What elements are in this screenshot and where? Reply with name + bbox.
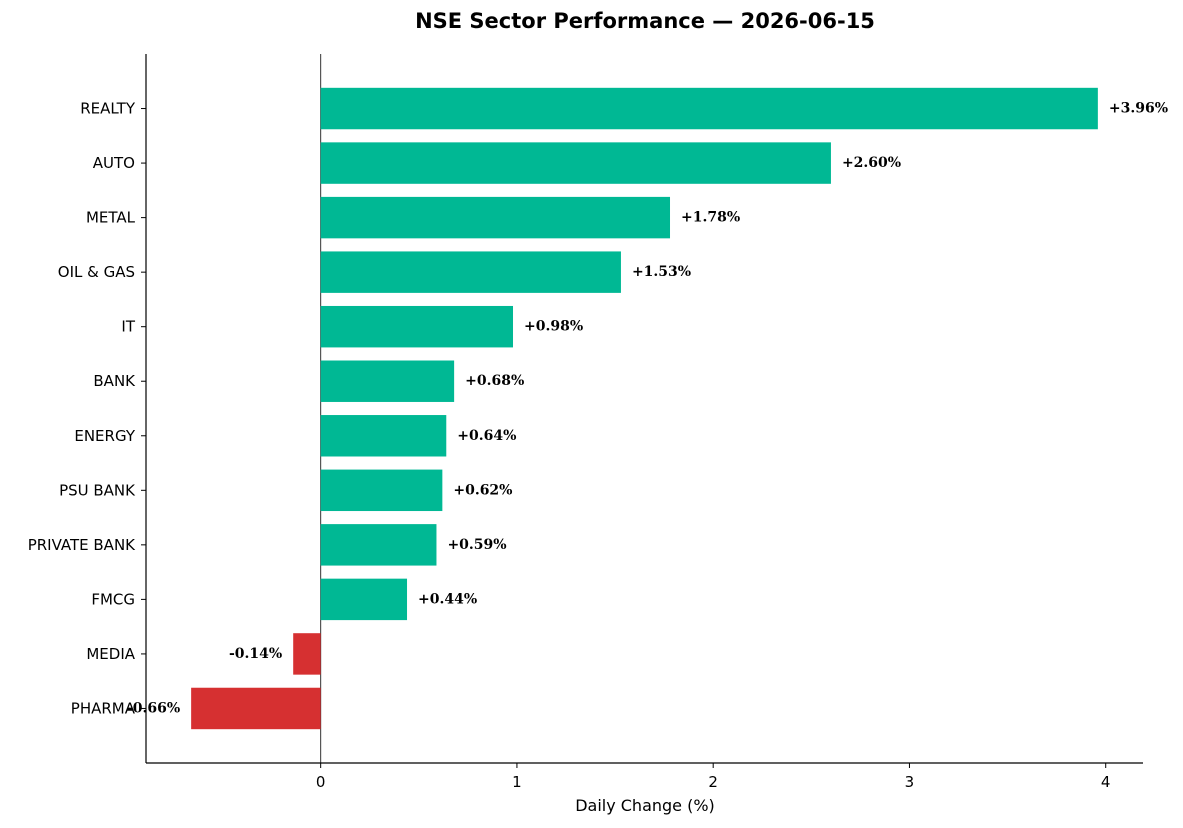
category-label-6: ENERGY <box>74 427 135 445</box>
bar-6 <box>320 415 447 457</box>
category-label-4: IT <box>121 318 135 336</box>
category-label-11: PHARMA <box>71 699 136 717</box>
value-label-6: +0.64% <box>457 428 516 444</box>
category-label-0: REALTY <box>80 100 136 118</box>
x-tick-label-2: 2 <box>708 773 718 791</box>
value-label-11: -0.66% <box>127 700 180 716</box>
bar-8 <box>320 524 437 566</box>
category-label-10: MEDIA <box>86 645 135 663</box>
category-label-7: PSU BANK <box>59 481 136 499</box>
x-axis-label: Daily Change (%) <box>575 796 715 815</box>
bar-7 <box>320 469 443 512</box>
value-label-9: +0.44% <box>418 591 477 607</box>
bar-11 <box>191 687 321 730</box>
x-tick-label-0: 0 <box>316 773 326 791</box>
category-label-3: OIL & GAS <box>58 263 135 281</box>
bar-10 <box>293 633 321 675</box>
chart-title: NSE Sector Performance — 2026-06-15 <box>415 9 875 33</box>
category-label-1: AUTO <box>93 154 135 172</box>
value-label-1: +2.60% <box>842 155 901 171</box>
bar-4 <box>320 305 514 348</box>
value-label-10: -0.14% <box>229 646 282 662</box>
x-tick-label-4: 4 <box>1101 773 1111 791</box>
x-tick-label-1: 1 <box>512 773 522 791</box>
value-label-7: +0.62% <box>453 482 512 498</box>
bar-3 <box>320 251 621 293</box>
bar-9 <box>320 578 408 621</box>
x-tick-label-3: 3 <box>905 773 915 791</box>
bar-1 <box>320 142 831 184</box>
category-label-5: BANK <box>93 372 136 390</box>
value-label-8: +0.59% <box>447 537 506 553</box>
category-label-8: PRIVATE BANK <box>28 536 136 554</box>
value-label-4: +0.98% <box>524 319 583 335</box>
value-label-0: +3.96% <box>1109 101 1168 117</box>
category-label-2: METAL <box>86 209 136 227</box>
bar-2 <box>320 196 671 239</box>
bar-5 <box>320 360 455 402</box>
value-label-3: +1.53% <box>632 264 691 280</box>
bar-0 <box>320 87 1098 130</box>
category-label-9: FMCG <box>91 590 135 608</box>
value-label-5: +0.68% <box>465 373 524 389</box>
value-label-2: +1.78% <box>681 210 740 226</box>
plot-area: REALTY +3.96% AUTO +2.60% METAL +1.78% OIL & G… <box>28 54 1168 791</box>
